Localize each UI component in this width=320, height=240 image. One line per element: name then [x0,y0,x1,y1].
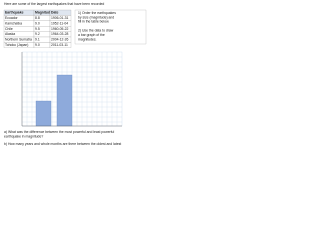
instruction-line: by size (magnitude) and [78,15,114,19]
bar [56,74,73,127]
header-text: Earthquake [5,11,24,15]
questions: a) What was the difference between the m… [4,130,121,146]
header-text: Date [51,11,58,15]
instruction-line: magnitudes. [78,37,97,41]
table: Earthquake Magnitude Date Ecuador 8.8 1906-01… [3,9,72,48]
question-line: b) How many years and whole months are t… [4,142,121,146]
cell-text: 1960-05-22 [51,27,68,31]
cell-text: 8.8 [35,16,40,20]
cell-text: 9.5 [35,27,40,31]
cell-text: 2004-12-26 [51,38,68,42]
cell-text: 9.0 [35,21,40,25]
instruction-line: 2) Use the data to draw [78,28,114,32]
worksheet: Here are some of the largest earthquakes… [3,2,147,146]
cell-text: 1952-11-04 [51,21,68,25]
bar [35,100,52,127]
instruction-box [74,9,147,45]
cell-text: 9.2 [35,32,40,36]
graph [21,51,123,127]
header-text: Magnitude [35,11,52,15]
question-line: earthquake in magnitude? [4,134,43,138]
cell-text: Alaska [5,32,15,36]
cell-text: 1964-03-28 [51,32,68,36]
cell-text: Tohoku (Japan) [5,43,28,47]
cell-text: Chile [5,27,13,31]
cell-text: Ecuador [5,16,18,20]
cell-text: Northern Sumatra [5,38,32,42]
title: Here are some of the largest earthquakes… [4,2,104,6]
cell-text: 1906-01-31 [51,16,68,20]
question-line: a) What was the difference between the m… [4,130,114,134]
cell-text: 9.0 [35,43,40,47]
cell-text: 9.1 [35,38,40,42]
instruction-line: 1) Order the earthquakes [78,11,116,15]
cell-text: 2011-03-11 [51,43,68,47]
instruction-line: fill in the table below. [78,20,109,24]
cell [49,42,72,48]
cell-text: Kamchatka [5,21,22,25]
instruction-line: a bar graph of the [78,33,105,37]
